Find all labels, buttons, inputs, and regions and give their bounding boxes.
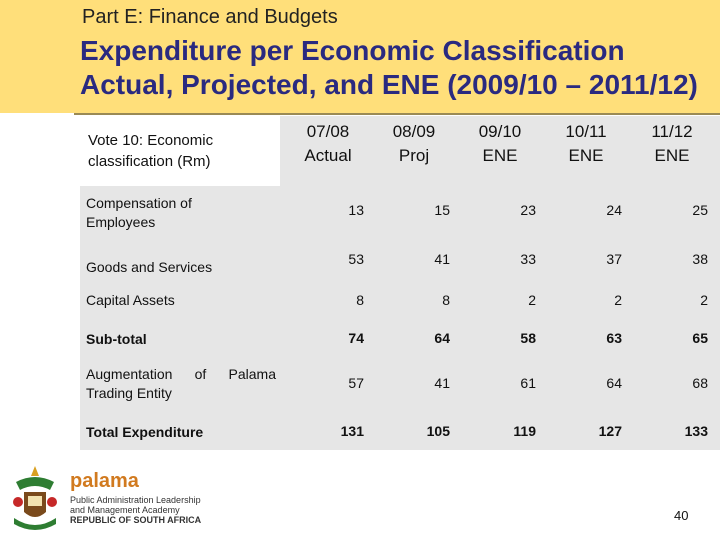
table-cell: 74: [348, 330, 364, 346]
palama-tagline: Public Administration Leadership and Man…: [70, 495, 202, 525]
table-cell: 2: [614, 292, 622, 308]
column-header: 08/09 Proj: [392, 122, 436, 165]
column-header: 07/08 Actual: [304, 122, 352, 165]
row-label: Total Expenditure: [86, 424, 204, 440]
title-line-1: Expenditure per Economic Classification: [80, 35, 625, 66]
table-cell: 2: [528, 292, 536, 308]
table-cell: 2: [700, 292, 708, 308]
table-cell: 65: [692, 330, 708, 346]
slide-title: Expenditure per Economic Classification …: [80, 34, 698, 102]
table-cell: 68: [692, 375, 708, 391]
header-band: [0, 0, 720, 113]
row-label: Capital Assets: [86, 292, 175, 308]
row-label: Goods and Services: [86, 259, 213, 275]
table-cell: 24: [606, 202, 622, 218]
table-cell: 63: [606, 330, 622, 346]
table-cell: 131: [340, 423, 364, 439]
table-cell: 15: [434, 202, 450, 218]
title-line-2: Actual, Projected, and ENE (2009/10 – 20…: [80, 69, 698, 100]
column-header: 11/12 ENE: [651, 122, 693, 165]
table-cell: 38: [692, 251, 708, 267]
row-label: Compensation of Employees: [86, 195, 192, 230]
table-cell: 64: [606, 375, 622, 391]
table-cell: 8: [356, 292, 364, 308]
table-cell: 53: [348, 251, 364, 267]
row-label: Sub-total: [86, 331, 147, 347]
section-subtitle: Part E: Finance and Budgets: [82, 6, 338, 28]
column-header: 10/11 ENE: [565, 122, 607, 165]
palama-brand: palama: [70, 470, 139, 492]
table-cell: 133: [684, 423, 708, 439]
page-number: 40: [674, 508, 689, 523]
header-divider: [74, 113, 720, 115]
column-header: 09/10 ENE: [478, 122, 522, 165]
table-cell: 119: [513, 423, 536, 439]
table-cell: 64: [434, 330, 450, 346]
table-cell: 127: [598, 423, 622, 439]
table-cell: 57: [348, 375, 364, 391]
table-cell: 105: [426, 423, 450, 439]
table-cell: 58: [520, 330, 536, 346]
table-cell: 13: [348, 202, 364, 218]
table-cell: 8: [442, 292, 450, 308]
table-cell: 41: [434, 251, 450, 267]
table-cell: 23: [520, 202, 536, 218]
row-header-cell: [80, 116, 280, 186]
row-header-label: Vote 10: Economic classification (Rm): [88, 132, 214, 170]
table-cell: 33: [520, 251, 536, 267]
row-label: Augmentation of Palama Trading Entity: [86, 366, 276, 401]
table-cell: 25: [692, 202, 708, 218]
coat-of-arms-icon: [13, 466, 57, 530]
table-cell: 61: [520, 375, 536, 391]
table-cell: 41: [434, 375, 450, 391]
table-cell: 37: [606, 251, 622, 267]
